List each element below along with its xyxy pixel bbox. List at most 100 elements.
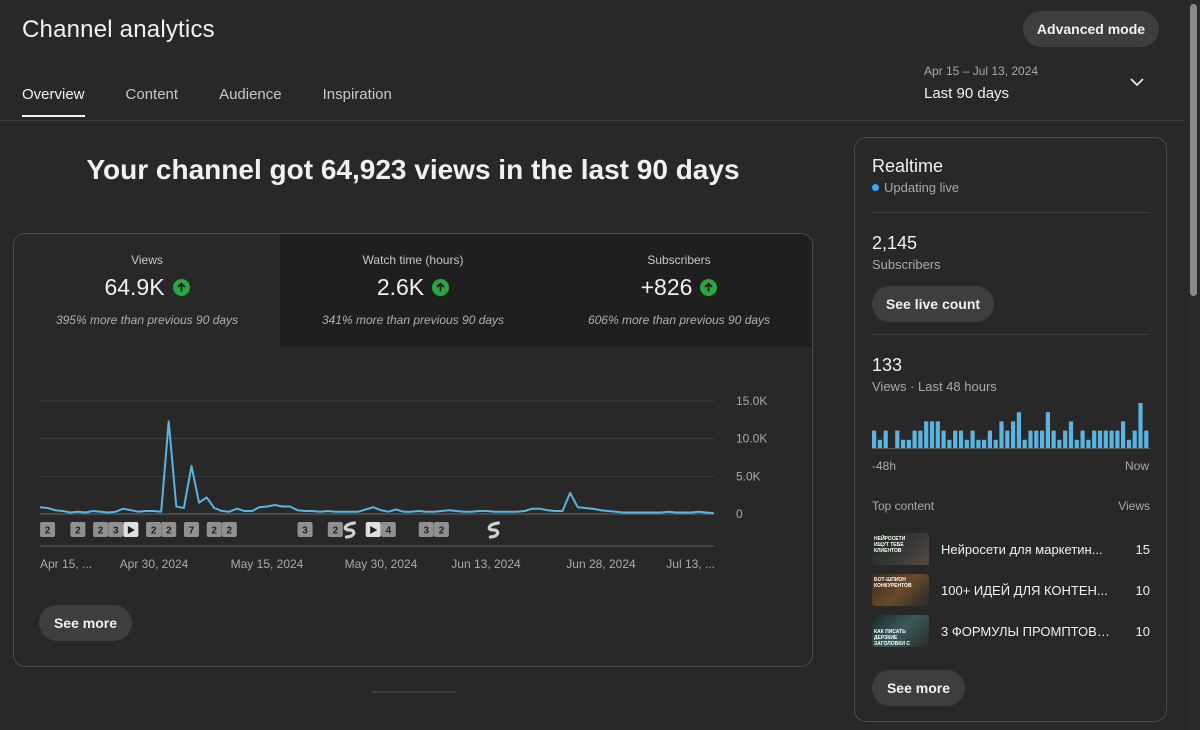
upload-marker[interactable] — [418, 522, 434, 537]
hourly-views-bar[interactable] — [1045, 412, 1050, 449]
hourly-views-bar[interactable] — [941, 430, 946, 449]
hourly-views-bar[interactable] — [987, 430, 992, 449]
y-tick-label: 5.0K — [736, 469, 761, 483]
hourly-views-bar[interactable] — [1034, 430, 1039, 449]
realtime-title: Realtime — [872, 156, 944, 176]
hourly-views-bar[interactable] — [1132, 430, 1137, 449]
upload-marker[interactable] — [221, 522, 237, 537]
page-scrollbar[interactable] — [1187, 0, 1200, 730]
y-tick-label: 10.0K — [736, 432, 767, 446]
upload-marker[interactable] — [93, 522, 109, 537]
hourly-views-bar[interactable] — [1086, 439, 1091, 449]
hourly-views-bar[interactable] — [1022, 439, 1027, 449]
hourly-views-bar[interactable] — [1138, 403, 1143, 449]
views-series-line[interactable] — [39, 420, 715, 515]
upload-marker[interactable] — [40, 522, 56, 537]
upload-marker[interactable] — [206, 522, 222, 537]
upload-marker[interactable] — [70, 522, 86, 537]
chevron-down-icon[interactable] — [1130, 78, 1144, 87]
realtime-views-bar-chart[interactable] — [872, 401, 1150, 449]
top-content-item[interactable]: НЕЙРОСЕТИ ИЩУТ ТЕБЕ КЛИЕНТОВ Нейросети д… — [872, 533, 1150, 565]
hourly-views-bar[interactable] — [895, 430, 900, 449]
hourly-views-bar[interactable] — [1115, 430, 1120, 449]
hourly-views-bar[interactable] — [1109, 430, 1114, 449]
hourly-views-bar[interactable] — [1121, 421, 1126, 449]
arrow-up-icon — [172, 279, 190, 296]
video-thumbnail: БОТ-ШПИОН КОНКУРЕНТОВ — [872, 574, 929, 606]
hourly-views-bar[interactable] — [1028, 430, 1033, 449]
hourly-views-bar[interactable] — [976, 439, 981, 449]
scrollbar-thumb[interactable] — [1190, 4, 1197, 296]
date-range-selector[interactable]: Apr 15 – Jul 13, 2024 Last 90 days — [924, 64, 1154, 102]
upload-marker[interactable] — [146, 522, 162, 537]
hourly-views-bar[interactable] — [1011, 421, 1016, 449]
hourly-views-bar[interactable] — [1144, 430, 1149, 449]
top-content-item[interactable]: КАК ПИСАТЬ ДЕРЗКИЕ ЗАГОЛОВКИ С CHATGPT 3… — [872, 615, 1150, 647]
hourly-views-bar[interactable] — [999, 421, 1004, 449]
hourly-views-bar[interactable] — [1097, 430, 1103, 449]
hourly-views-bar[interactable] — [872, 430, 877, 449]
hourly-views-bar[interactable] — [1057, 439, 1062, 449]
hourly-views-bar[interactable] — [901, 439, 906, 449]
hourly-views-bar[interactable] — [1051, 430, 1056, 449]
hourly-views-bar[interactable] — [993, 439, 998, 449]
hourly-views-bar[interactable] — [982, 439, 987, 449]
hourly-views-bar[interactable] — [912, 430, 917, 449]
metric-value: +826 — [640, 274, 693, 300]
hourly-views-bar[interactable] — [1092, 430, 1097, 449]
realtime-card: Realtime Updating live 2,145 Subscribers… — [854, 137, 1167, 722]
hourly-views-bar[interactable] — [1016, 412, 1021, 449]
video-thumbnail: КАК ПИСАТЬ ДЕРЗКИЕ ЗАГОЛОВКИ С CHATGPT — [872, 615, 929, 647]
metric-watch-time[interactable]: Watch time (hours) 2.6K 341% more than p… — [280, 234, 546, 346]
hourly-views-bar[interactable] — [883, 430, 888, 449]
hourly-views-bar[interactable] — [1040, 430, 1045, 449]
hourly-views-bar[interactable] — [1103, 430, 1108, 449]
see-more-top-content-button[interactable]: See more — [872, 670, 965, 706]
hourly-views-bar[interactable] — [953, 430, 958, 449]
hourly-views-bar[interactable] — [1074, 439, 1079, 449]
advanced-mode-button[interactable]: Advanced mode — [1023, 11, 1159, 47]
tab-overview[interactable]: Overview — [22, 86, 85, 117]
hourly-views-bar[interactable] — [929, 421, 935, 449]
thumbnail-text: НЕЙРОСЕТИ ИЩУТ ТЕБЕ КЛИЕНТОВ — [874, 536, 906, 554]
hourly-views-bar[interactable] — [906, 439, 911, 449]
hourly-views-bar[interactable] — [924, 421, 929, 449]
hourly-views-bar[interactable] — [964, 439, 969, 449]
hourly-views-bar[interactable] — [877, 439, 882, 449]
tabs-divider — [0, 120, 1185, 121]
realtime-subscribers-label: Subscribers — [872, 257, 941, 272]
hourly-views-bar[interactable] — [935, 421, 940, 449]
metric-views[interactable]: Views 64.9K 395% more than previous 90 d… — [14, 234, 280, 346]
top-content-label: Top content — [872, 499, 935, 513]
hourly-views-bar[interactable] — [1126, 439, 1131, 449]
upload-marker[interactable] — [297, 522, 313, 537]
hourly-views-bar[interactable] — [970, 430, 975, 449]
upload-marker[interactable] — [108, 522, 124, 537]
upload-marker[interactable] — [161, 522, 177, 537]
hourly-views-bar[interactable] — [1005, 430, 1010, 449]
shorts-icon[interactable] — [487, 521, 500, 539]
see-live-count-button[interactable]: See live count — [872, 286, 994, 322]
upload-marker[interactable] — [183, 522, 199, 537]
hourly-views-bar[interactable] — [1063, 430, 1068, 449]
hourly-views-bar[interactable] — [1068, 421, 1074, 449]
bar-axis-end: Now — [1124, 459, 1149, 473]
tab-content[interactable]: Content — [125, 86, 179, 103]
metric-value: 64.9K — [104, 274, 165, 300]
upload-marker[interactable] — [433, 522, 449, 537]
upload-marker[interactable] — [327, 522, 343, 537]
shorts-icon[interactable] — [343, 521, 357, 539]
metric-subscribers[interactable]: Subscribers +826 606% more than previous… — [546, 234, 812, 346]
tab-audience[interactable]: Audience — [219, 86, 282, 103]
hourly-views-bar[interactable] — [958, 430, 964, 449]
tab-inspiration[interactable]: Inspiration — [322, 86, 392, 103]
y-tick-label: 15.0K — [736, 394, 767, 408]
upload-marker[interactable] — [380, 522, 396, 537]
see-more-button[interactable]: See more — [39, 605, 132, 641]
upload-marker-count: 3 — [302, 526, 308, 537]
top-content-item[interactable]: БОТ-ШПИОН КОНКУРЕНТОВ 100+ ИДЕЙ ДЛЯ КОНТ… — [872, 574, 1150, 606]
hourly-views-bar[interactable] — [918, 430, 923, 449]
hourly-views-bar[interactable] — [947, 439, 952, 449]
hourly-views-bar[interactable] — [1080, 430, 1085, 449]
